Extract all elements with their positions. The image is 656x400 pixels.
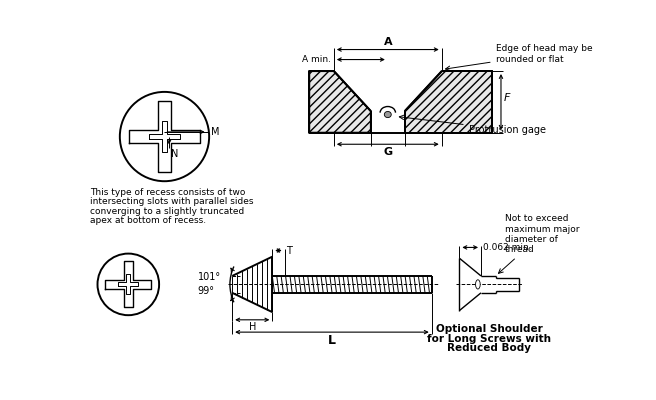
Text: L: L — [328, 334, 336, 348]
Text: H: H — [249, 322, 256, 332]
Text: Protrusion gage: Protrusion gage — [400, 115, 546, 135]
Text: converging to a slightly truncated: converging to a slightly truncated — [90, 207, 244, 216]
Text: apex at bottom of recess.: apex at bottom of recess. — [90, 216, 206, 225]
Text: Reduced Body: Reduced Body — [447, 343, 531, 353]
Ellipse shape — [384, 112, 391, 118]
Text: A min.: A min. — [302, 55, 331, 64]
Text: intersecting slots with parallel sides: intersecting slots with parallel sides — [90, 197, 253, 206]
Polygon shape — [405, 71, 492, 133]
Polygon shape — [309, 71, 371, 133]
Text: G: G — [383, 147, 392, 157]
Text: N: N — [171, 149, 178, 159]
Text: This type of recess consists of two: This type of recess consists of two — [90, 188, 245, 197]
Text: Optional Shoulder: Optional Shoulder — [436, 324, 543, 334]
Text: 0.062 min.: 0.062 min. — [483, 243, 532, 252]
Text: for Long Screws with: for Long Screws with — [427, 334, 551, 344]
Text: Not to exceed
maximum major
diameter of
thread: Not to exceed maximum major diameter of … — [499, 214, 579, 273]
Text: 99°: 99° — [197, 286, 215, 296]
Text: Edge of head may be
rounded or flat: Edge of head may be rounded or flat — [445, 44, 592, 70]
Text: T: T — [286, 246, 292, 256]
Ellipse shape — [476, 280, 480, 289]
Text: M: M — [211, 127, 220, 137]
Text: A: A — [384, 37, 392, 47]
Text: F: F — [504, 93, 510, 103]
Text: 101°: 101° — [197, 272, 220, 282]
